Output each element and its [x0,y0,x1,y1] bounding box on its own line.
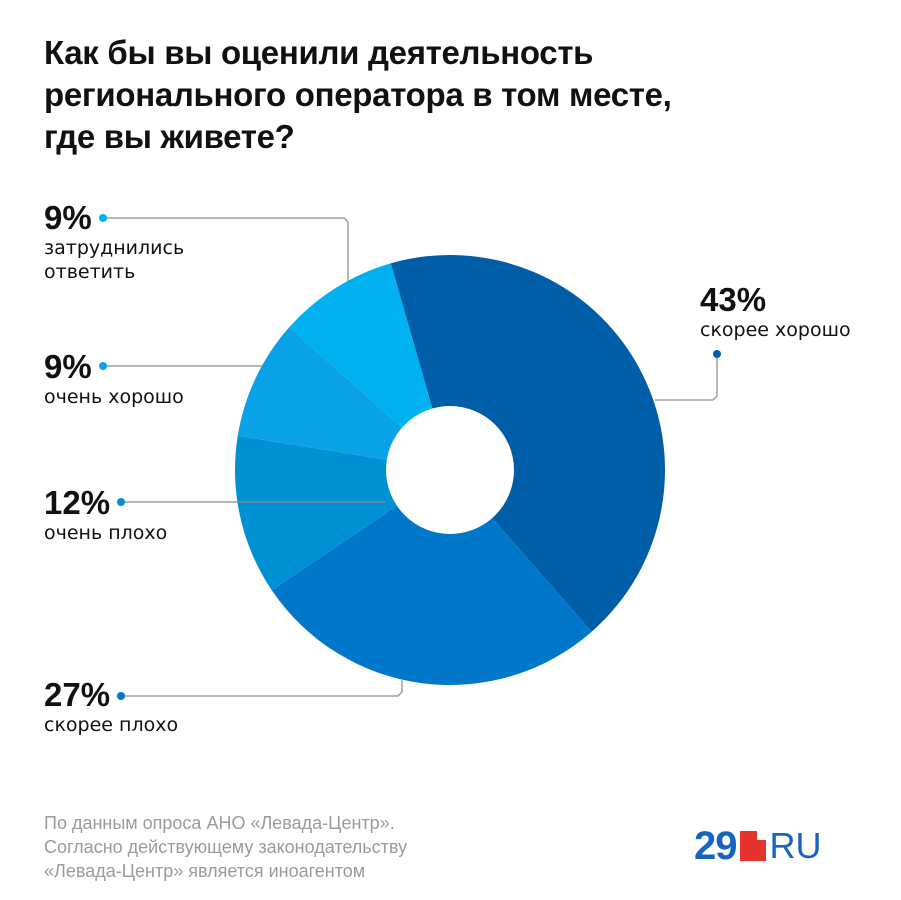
leader-dot [99,214,107,222]
donut-slice [289,263,450,470]
slice-category: скорее плохо [44,714,179,736]
source-note: По данным опроса АНО «Левада-Центр». Сог… [44,811,407,883]
label-hard-to-answer: 9% затруднились ответить [44,200,184,284]
slice-percent: 9% [44,199,92,236]
source-line: «Левада-Центр» является иноагентом [44,861,366,881]
label-rather-bad: 27% скорее плохо [44,677,178,737]
leader-line [655,354,718,401]
leader-line [103,217,349,282]
leader-line [121,680,403,697]
label-very-bad: 12% очень плохо [44,485,167,545]
title-line: где вы живете? [44,118,295,155]
slice-category: очень плохо [44,522,168,544]
slice-percent: 43% [700,281,767,318]
slice-percent: 12% [44,484,111,521]
label-rather-good: 43% скорее хорошо [700,282,851,342]
source-line: Согласно действующему законодательству [44,837,408,857]
slice-category: скорее хорошо [700,319,851,341]
logo-suffix: RU [769,825,822,866]
donut-hole [386,406,514,534]
slice-percent: 9% [44,348,92,385]
title-line: Как бы вы оценили деятельность [44,34,594,71]
donut-slice [271,470,592,686]
slice-category: затруднились ответить [44,237,185,283]
logo: 29 RU [694,824,822,868]
leader-dot [99,362,107,370]
source-line: По данным опроса АНО «Левада-Центр». [44,813,395,833]
leader-dot [713,350,721,358]
donut-slice [390,255,666,632]
chart-title: Как бы вы оценили деятельность региональ… [44,32,804,158]
logo-number: 29 [694,824,737,868]
leader-dot [117,498,125,506]
slice-category: очень хорошо [44,386,184,408]
title-line: регионального оператора в том месте, [44,76,672,113]
logo-square-icon [739,831,766,861]
label-very-good: 9% очень хорошо [44,349,184,409]
leader-dot [117,692,125,700]
slice-percent: 27% [44,676,111,713]
